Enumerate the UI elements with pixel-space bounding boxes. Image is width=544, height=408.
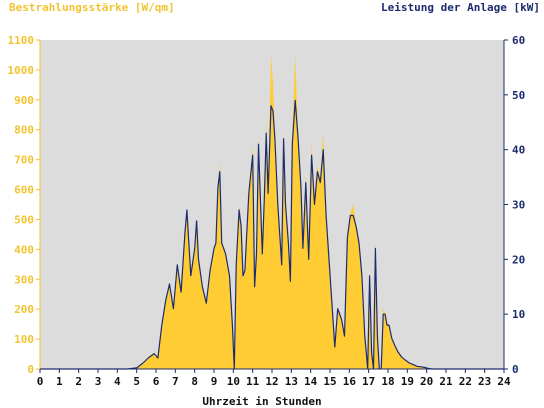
x-tick-label: 11	[246, 375, 260, 388]
x-tick-label: 22	[459, 375, 472, 388]
x-tick-label: 5	[133, 375, 140, 388]
x-tick-label: 14	[304, 375, 318, 388]
right-tick-label: 20	[512, 253, 525, 266]
x-tick-label: 12	[265, 375, 278, 388]
right-tick-label: 40	[512, 144, 525, 157]
x-tick-label: 24	[497, 375, 511, 388]
x-axis-ticks: 0 1 2 3 4 5 6 7 8 9 10 11 12 13 14 15 16 17 18 19 20 21 22 23 24	[37, 369, 511, 388]
right-tick-label: 0	[512, 363, 519, 376]
x-tick-label: 1	[56, 375, 63, 388]
x-tick-label: 18	[381, 375, 394, 388]
left-axis-ticks: 0 100 200 300 400 500 600 700 800 900 1000 1100	[8, 34, 40, 376]
left-tick-label: 700	[14, 154, 34, 167]
left-axis-title: Bestrahlungsstärke [W/qm]	[9, 1, 175, 14]
x-tick-label: 13	[285, 375, 298, 388]
x-tick-label: 7	[172, 375, 179, 388]
x-tick-label: 6	[153, 375, 160, 388]
left-tick-label: 0	[27, 363, 34, 376]
x-tick-label: 19	[401, 375, 414, 388]
left-tick-label: 400	[14, 243, 34, 256]
right-tick-label: 60	[512, 34, 525, 47]
x-tick-label: 15	[323, 375, 336, 388]
left-tick-label: 900	[14, 94, 34, 107]
left-tick-label: 300	[14, 273, 34, 286]
x-tick-label: 20	[420, 375, 433, 388]
left-tick-label: 200	[14, 303, 34, 316]
left-tick-label: 600	[14, 184, 34, 197]
left-tick-label: 1000	[8, 64, 35, 77]
x-tick-label: 21	[439, 375, 453, 388]
x-tick-label: 16	[343, 375, 357, 388]
left-tick-label: 500	[14, 213, 34, 226]
right-tick-label: 50	[512, 89, 525, 102]
left-tick-label: 100	[14, 333, 34, 346]
x-axis-title: Uhrzeit in Stunden	[202, 395, 321, 408]
x-tick-label: 9	[211, 375, 218, 388]
x-tick-label: 2	[75, 375, 82, 388]
right-axis-title: Leistung der Anlage [kW]	[381, 1, 540, 14]
x-tick-label: 4	[114, 375, 121, 388]
left-tick-label: 800	[14, 124, 34, 137]
right-tick-label: 10	[512, 308, 525, 321]
x-tick-label: 0	[37, 375, 44, 388]
x-tick-label: 23	[478, 375, 491, 388]
right-axis-ticks: 0 10 20 30 40 50 60	[504, 34, 525, 376]
x-tick-label: 10	[227, 375, 240, 388]
left-tick-label: 1100	[8, 34, 35, 47]
right-tick-label: 30	[512, 199, 525, 212]
x-tick-label: 17	[362, 375, 375, 388]
x-tick-label: 3	[95, 375, 102, 388]
x-tick-label: 8	[191, 375, 198, 388]
